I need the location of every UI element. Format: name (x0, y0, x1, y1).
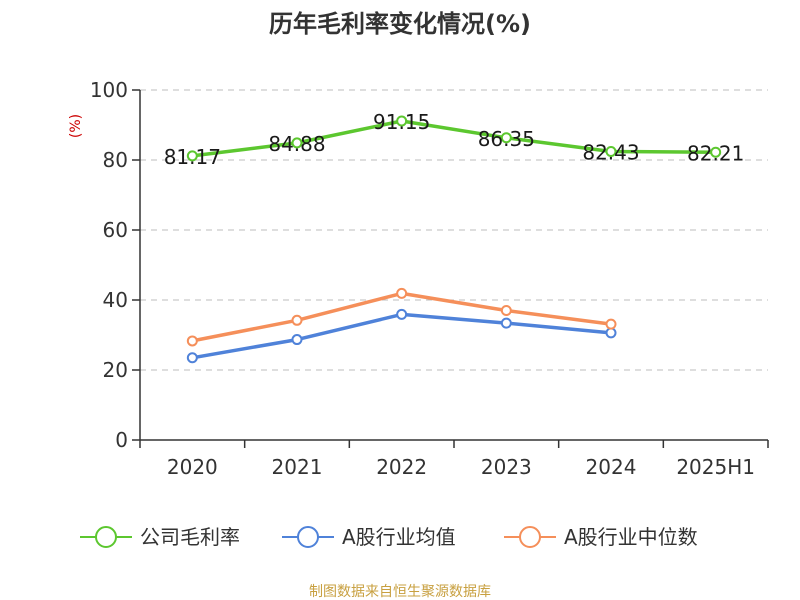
data-point (500, 305, 512, 316)
data-point (500, 132, 512, 144)
legend-label: A股行业中位数 (564, 525, 698, 549)
x-tick-label: 2021 (272, 455, 323, 479)
legend-marker (297, 526, 319, 548)
data-point (500, 317, 512, 329)
data-point (186, 150, 198, 162)
legend-label: 公司毛利率 (140, 525, 240, 549)
y-tick-label: 40 (103, 288, 128, 312)
data-label: 86.35 (478, 127, 535, 151)
data-point (605, 318, 617, 330)
y-tick-label: 80 (103, 148, 128, 172)
gridlines (140, 89, 768, 371)
data-label: 82.43 (582, 140, 639, 164)
y-tick-label: 60 (103, 218, 128, 242)
series-line-1 (190, 312, 613, 360)
x-tick-label: 2024 (586, 455, 637, 479)
source-note: 制图数据来自恒生聚源数据库 (309, 584, 491, 600)
data-point (396, 115, 408, 127)
data-point (186, 352, 198, 364)
data-label: 82.21 (687, 141, 744, 165)
legend-marker (519, 526, 541, 548)
data-label: 91.15 (373, 110, 430, 134)
data-point (396, 287, 408, 299)
data-point (186, 335, 198, 347)
legend-item-2[interactable]: A股行业中位数 (504, 525, 698, 549)
data-label: 81.17 (164, 145, 221, 169)
data-point (291, 334, 303, 346)
y-tick-label: 0 (115, 428, 128, 452)
legend-item-0[interactable]: 公司毛利率 (80, 525, 240, 549)
x-tick-label: 2025H1 (676, 455, 755, 479)
data-label: 84.88 (268, 132, 325, 156)
x-tick-label: 2020 (167, 455, 218, 479)
y-axis-unit: (%) (68, 114, 84, 138)
data-point (396, 308, 408, 320)
legend: 公司毛利率 A股行业均值 A股行业中位数 (80, 525, 698, 549)
x-tick-label: 2022 (376, 455, 427, 479)
data-point (291, 314, 303, 326)
data-point (291, 137, 303, 149)
x-tick-label: 2023 (481, 455, 532, 479)
axes: 0 20 40 60 80 100 2020 2021 2022 2023 2024 2025H1 (90, 78, 769, 479)
chart-title: 历年毛利率变化情况(%) (269, 10, 531, 38)
data-labels: 81.17 84.88 91.15 86.35 82.43 82.21 (164, 110, 745, 169)
legend-item-1[interactable]: A股行业均值 (282, 525, 456, 549)
data-point (710, 146, 722, 158)
y-tick-label: 100 (90, 78, 128, 102)
series-lines (186, 115, 722, 364)
legend-marker (95, 526, 117, 548)
legend-label: A股行业均值 (342, 525, 456, 549)
y-tick-label: 20 (103, 358, 128, 382)
data-point (605, 145, 617, 157)
series-line-0 (190, 119, 718, 158)
data-point (605, 327, 617, 339)
